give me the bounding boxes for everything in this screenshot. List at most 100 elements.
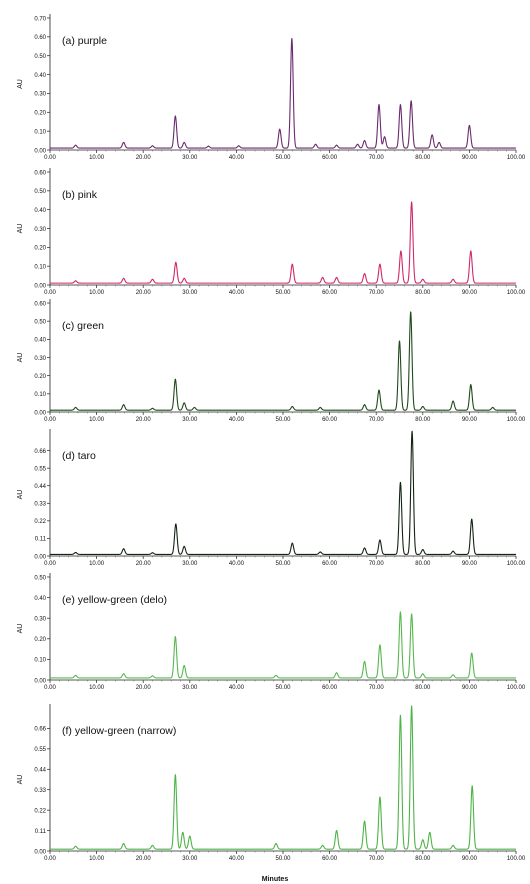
y-tick-label: 0.30 — [34, 92, 46, 98]
x-axis-title: Minutes — [262, 876, 289, 883]
y-tick-label: 0.50 — [34, 54, 46, 60]
peak-point — [363, 547, 366, 549]
y-tick-label: 0.70 — [34, 16, 46, 22]
peak-point — [410, 311, 412, 313]
x-tick-label: 90.00 — [462, 155, 478, 161]
chart-panel-2: 0.00 0.10 0.20 0.30 0.40 0.50 0.60 0.00 10.00 20.… — [17, 299, 526, 423]
x-tick-label: 60.00 — [322, 561, 338, 567]
x-tick-label: 70.00 — [369, 561, 385, 567]
x-tick-label: 100.00 — [507, 417, 526, 423]
y-tick-label: 0.44 — [34, 484, 46, 490]
peak-point — [363, 820, 366, 822]
peak-point — [378, 104, 380, 106]
peak-point — [379, 539, 381, 541]
peak-point — [238, 145, 240, 147]
peak-point — [123, 404, 125, 406]
chart-panel-3: 0.00 0.11 0.22 0.33 0.44 0.55 0.66 0.00 10.00 20.… — [17, 429, 526, 567]
peak-point — [452, 278, 454, 280]
peak-point — [356, 143, 359, 145]
peak-point — [492, 406, 494, 409]
x-tick-label: 0.00 — [44, 561, 56, 567]
peak-point — [151, 407, 154, 409]
x-tick-label: 100.00 — [507, 856, 526, 862]
x-tick-label: 10.00 — [89, 155, 105, 161]
x-tick-label: 40.00 — [229, 685, 245, 691]
peak-point — [410, 100, 412, 102]
peak-point — [183, 402, 185, 404]
y-tick-label: 0.55 — [34, 747, 46, 753]
peak-point — [399, 104, 402, 106]
y-tick-label: 0.00 — [34, 410, 46, 416]
x-tick-label: 20.00 — [136, 155, 152, 161]
x-tick-label: 90.00 — [462, 856, 478, 862]
peak-point — [151, 844, 154, 847]
peak-point — [319, 551, 321, 553]
panel-title: (c) green — [62, 320, 104, 332]
peak-point — [174, 115, 176, 117]
peak-point — [363, 660, 366, 663]
y-tick-label: 0.10 — [34, 129, 46, 135]
x-tick-label: 60.00 — [322, 290, 338, 296]
x-tick-label: 20.00 — [136, 417, 152, 423]
peak-point — [322, 276, 324, 279]
x-tick-label: 90.00 — [462, 417, 478, 423]
peak-point — [335, 276, 338, 279]
y-tick-label: 0.40 — [34, 596, 46, 602]
y-tick-label: 0.00 — [34, 283, 46, 289]
peak-point — [151, 675, 154, 677]
peak-point — [399, 481, 402, 484]
peak-point — [399, 611, 402, 613]
peak-point — [471, 518, 473, 520]
x-tick-label: 90.00 — [462, 290, 478, 296]
chromatogram-trace — [49, 311, 517, 411]
peak-point — [363, 139, 366, 142]
panel-title: (a) purple — [62, 35, 107, 47]
peak-point — [123, 277, 125, 280]
y-axis-label: AU — [17, 775, 24, 785]
y-tick-label: 0.50 — [34, 189, 46, 195]
y-tick-label: 0.00 — [34, 148, 46, 154]
peak-point — [123, 141, 125, 144]
x-tick-label: 50.00 — [275, 417, 291, 423]
x-tick-label: 10.00 — [89, 561, 105, 567]
y-tick-label: 0.30 — [34, 617, 46, 623]
y-tick-label: 0.11 — [35, 829, 47, 835]
peak-point — [378, 389, 380, 391]
y-tick-label: 0.30 — [34, 227, 46, 233]
peak-point — [193, 406, 196, 409]
peak-point — [174, 636, 176, 638]
y-tick-label: 0.40 — [34, 73, 46, 79]
peak-point — [123, 673, 125, 675]
x-tick-label: 60.00 — [322, 417, 338, 423]
peak-point — [398, 340, 401, 342]
y-tick-label: 0.60 — [34, 301, 46, 307]
y-tick-label: 0.66 — [34, 727, 46, 733]
x-tick-label: 80.00 — [415, 417, 431, 423]
chromatogram-trace — [49, 38, 517, 149]
x-tick-label: 10.00 — [89, 685, 105, 691]
peak-point — [470, 384, 472, 386]
y-tick-label: 0.55 — [34, 466, 46, 472]
peak-point — [123, 842, 125, 845]
x-tick-label: 20.00 — [136, 561, 152, 567]
y-tick-label: 0.60 — [34, 35, 46, 41]
peak-point — [411, 201, 413, 203]
chart-panel-5: 0.00 0.11 0.22 0.33 0.44 0.55 0.66 0.00 10.00 20.… — [17, 704, 526, 862]
panel-title: (f) yellow-green (narrow) — [62, 725, 176, 737]
x-tick-label: 80.00 — [415, 856, 431, 862]
chart-panel-0: 0.00 0.10 0.20 0.30 0.40 0.50 0.60 0.70 0.00 10.0… — [17, 14, 526, 161]
y-tick-label: 0.11 — [35, 537, 47, 543]
peak-point — [379, 263, 381, 265]
x-tick-label: 70.00 — [369, 685, 385, 691]
y-tick-label: 0.50 — [34, 319, 46, 325]
x-tick-label: 90.00 — [462, 685, 478, 691]
peak-point — [335, 144, 338, 146]
peak-point — [183, 141, 185, 144]
peak-point — [151, 145, 154, 147]
peak-point — [183, 277, 185, 280]
peak-point — [207, 145, 210, 147]
x-tick-label: 30.00 — [182, 561, 198, 567]
x-tick-label: 100.00 — [507, 685, 526, 691]
x-tick-label: 0.00 — [44, 290, 56, 296]
